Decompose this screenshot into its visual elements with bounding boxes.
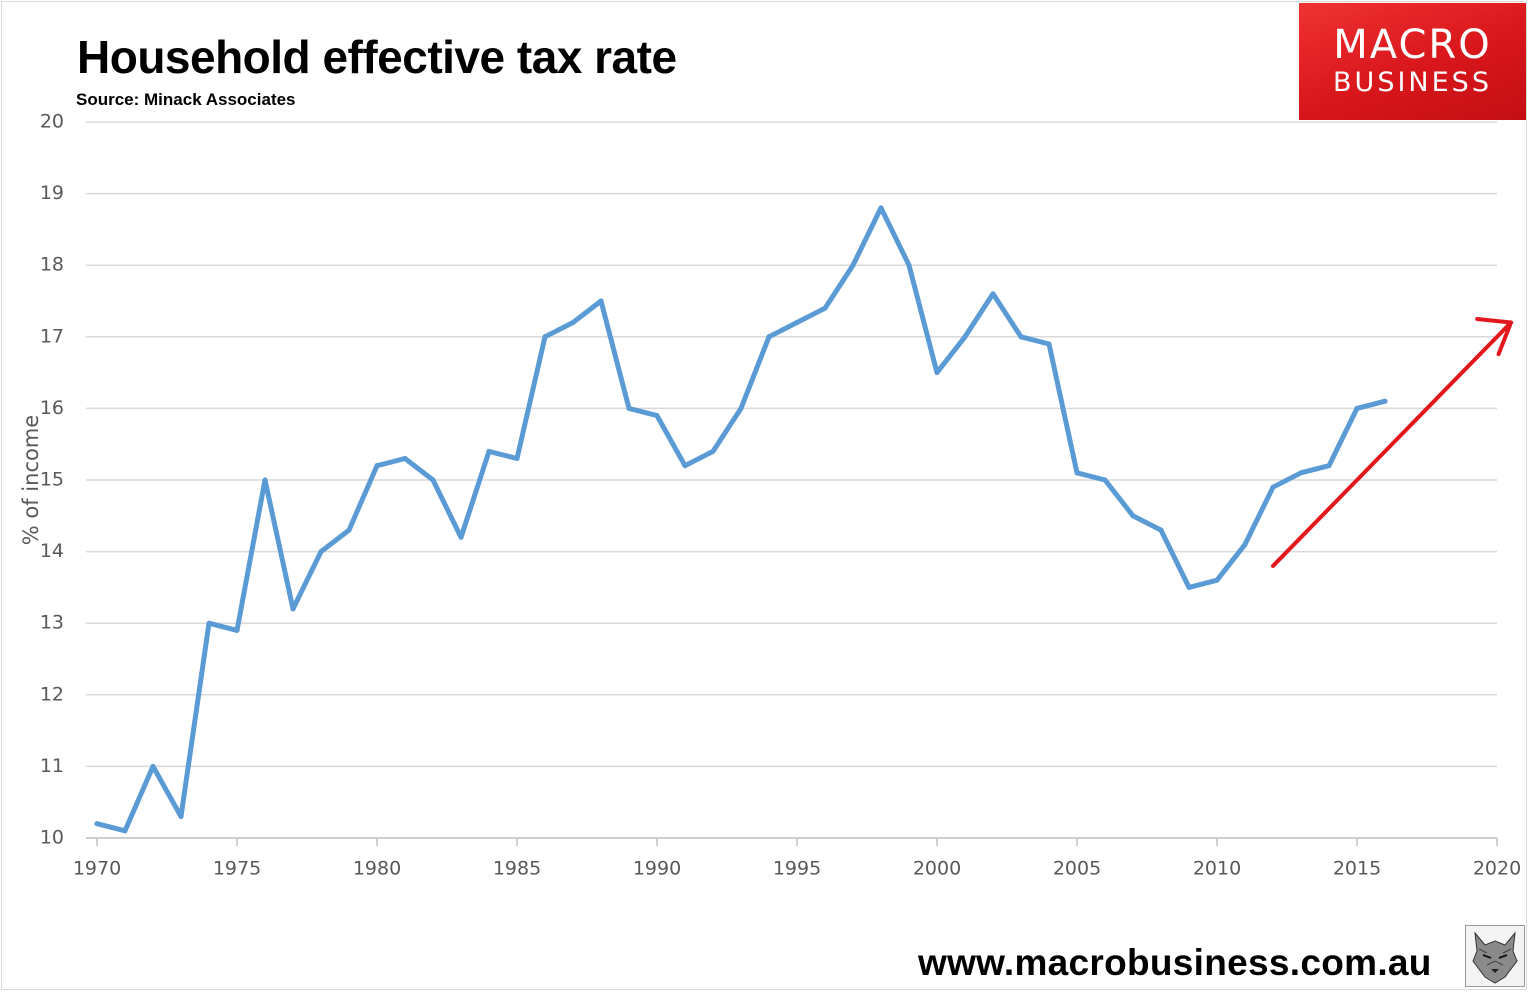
y-tick-label: 15: [40, 469, 64, 491]
y-tick-label: 20: [40, 111, 64, 133]
x-tick-label: 1995: [773, 858, 821, 880]
x-tick-label: 1980: [353, 858, 401, 880]
data-point: [234, 627, 240, 633]
data-point: [906, 262, 912, 268]
data-point: [374, 463, 380, 469]
data-point: [934, 370, 940, 376]
x-tick-label: 1990: [633, 858, 681, 880]
x-tick-label: 1985: [493, 858, 541, 880]
x-tick-label: 2020: [1473, 858, 1521, 880]
data-point: [486, 448, 492, 454]
data-point: [178, 814, 184, 820]
data-point: [458, 534, 464, 540]
y-tick-label: 12: [40, 683, 64, 705]
data-point: [318, 549, 324, 555]
data-point: [542, 334, 548, 340]
data-point: [1214, 577, 1220, 583]
y-tick-label: 18: [40, 254, 64, 276]
data-point: [794, 319, 800, 325]
data-point: [682, 463, 688, 469]
data-point: [94, 821, 100, 827]
data-point: [878, 205, 884, 211]
data-point: [766, 334, 772, 340]
x-tick-label: 1970: [73, 858, 121, 880]
data-point: [1186, 584, 1192, 590]
chart-title: Household effective tax rate: [77, 31, 677, 83]
data-point: [1046, 341, 1052, 347]
data-point: [962, 334, 968, 340]
trend-arrow-shaft: [1271, 320, 1513, 568]
data-point: [262, 477, 268, 483]
data-point: [122, 828, 128, 834]
data-point: [850, 262, 856, 268]
macrobusiness-logo: MACRO BUSINESS: [1299, 3, 1526, 120]
data-point: [1242, 541, 1248, 547]
data-point: [654, 413, 660, 419]
data-point: [1130, 513, 1136, 519]
x-tick-label: 2005: [1053, 858, 1101, 880]
data-point: [1326, 463, 1332, 469]
data-point: [1158, 527, 1164, 533]
data-point: [290, 606, 296, 612]
footer-url[interactable]: www.macrobusiness.com.au: [918, 942, 1432, 983]
y-tick-label: 13: [40, 612, 64, 634]
trend-arrow-head: [1475, 316, 1513, 357]
data-point: [990, 291, 996, 297]
x-tick-label: 2010: [1193, 858, 1241, 880]
data-point: [1102, 477, 1108, 483]
gridlines: [86, 121, 1497, 839]
x-tick-label: 2000: [913, 858, 961, 880]
data-point: [570, 319, 576, 325]
data-point: [1354, 405, 1360, 411]
data-point: [1074, 470, 1080, 476]
annotation-layer: [1271, 316, 1513, 568]
data-point: [1270, 484, 1276, 490]
series-layer: [94, 205, 1388, 834]
x-tick-label: 1975: [213, 858, 261, 880]
data-point: [1018, 334, 1024, 340]
chart-subtitle: Source: Minack Associates: [76, 90, 296, 109]
y-axis-label: % of income: [19, 415, 43, 545]
wolf-icon: [1465, 925, 1525, 987]
data-point: [514, 456, 520, 462]
data-point: [430, 477, 436, 483]
y-tick-label: 10: [40, 827, 64, 849]
data-point: [738, 405, 744, 411]
data-point: [822, 305, 828, 311]
data-point: [710, 448, 716, 454]
x-axis-ticks: 1970 1975 1980 1985 1990 1995 2000 2005 2010 2015…: [73, 838, 1521, 880]
series-line-0: [94, 205, 1388, 834]
data-point: [206, 620, 212, 626]
y-tick-label: 16: [40, 397, 64, 419]
y-tick-label: 14: [40, 540, 64, 562]
data-point: [1382, 398, 1388, 404]
y-axis-ticks: 10 11 12 13 14 15 16 17 18 19 20: [40, 111, 64, 849]
data-point: [150, 763, 156, 769]
logo-line-1: MACRO: [1333, 22, 1492, 68]
data-point: [346, 527, 352, 533]
y-tick-label: 19: [40, 182, 64, 204]
x-tick-label: 2015: [1333, 858, 1381, 880]
data-point: [598, 298, 604, 304]
y-tick-label: 11: [40, 755, 64, 777]
data-point: [1298, 470, 1304, 476]
data-point: [626, 405, 632, 411]
y-tick-label: 17: [40, 325, 64, 347]
data-point: [402, 456, 408, 462]
logo-line-2: BUSINESS: [1333, 67, 1492, 98]
